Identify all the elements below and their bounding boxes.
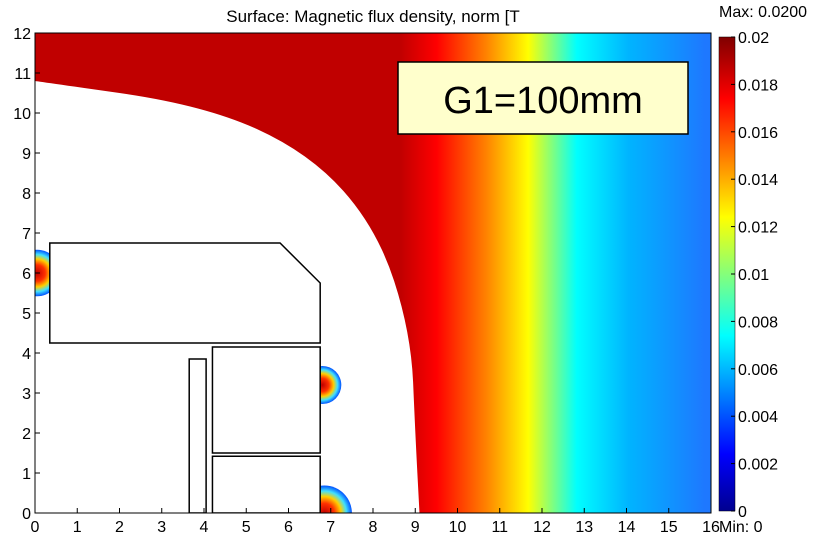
- x-tick-label: 7: [326, 519, 335, 536]
- colorbar-tick-label: 0.006: [738, 362, 778, 379]
- annotation-background: [397, 61, 689, 135]
- y-tick-label: 0: [22, 506, 31, 523]
- x-tick-label: 1: [73, 519, 82, 536]
- pole-piece-outline: [49, 242, 321, 344]
- colorbar-tick-label: 0: [738, 504, 747, 521]
- colorbar-tick-label: 0.016: [738, 125, 778, 142]
- colorbar-tick-label: 0.004: [738, 409, 778, 426]
- colorbar-max-label: Max: 0.0200: [719, 4, 807, 21]
- x-tick-label: 11: [491, 519, 508, 536]
- thin-bar-outline: [188, 358, 207, 513]
- x-tick-label: 2: [115, 519, 124, 536]
- colorbar-tick-label: 0.018: [738, 77, 778, 94]
- y-tick-label: 9: [22, 146, 31, 163]
- x-tick-label: 5: [242, 519, 251, 536]
- colorbar-tick-label: 0.008: [738, 314, 778, 331]
- colorbar-ticks: 0 0.002 0.004 0.006 0.008 0.01 0.012 0.014 0.016…: [731, 30, 778, 521]
- x-axis-ticks: 0 1 2 3 4 5 6 7 8 9 10 11 12 13 14 15 16: [31, 508, 720, 536]
- y-tick-label: 3: [22, 386, 31, 403]
- y-tick-label: 10: [13, 106, 31, 123]
- x-tick-label: 15: [660, 519, 678, 536]
- colorbar-tick-label: 0.012: [738, 220, 778, 237]
- annotation-box: G1=100mm: [397, 61, 689, 135]
- x-tick-label: 6: [284, 519, 293, 536]
- colorbar-tick-label: 0.02: [738, 30, 769, 47]
- y-tick-label: 5: [22, 306, 31, 323]
- x-tick-label: 4: [200, 519, 209, 536]
- upper-coil-outline: [211, 346, 321, 454]
- colorbar: 0 0.002 0.004 0.006 0.008 0.01 0.012 0.014 0.016…: [718, 4, 807, 536]
- colorbar-min-label: Min: 0: [719, 519, 763, 536]
- x-tick-label: 16: [702, 519, 720, 536]
- y-tick-label: 2: [22, 426, 31, 443]
- y-tick-label: 11: [14, 66, 31, 83]
- x-tick-label: 8: [369, 519, 378, 536]
- colorbar-tick-label: 0.01: [738, 267, 769, 284]
- geometry-outlines: [49, 242, 321, 513]
- y-tick-label: 12: [13, 26, 31, 43]
- colorbar-tick-label: 0.002: [738, 457, 778, 474]
- annotation-label: G1=100mm: [443, 80, 643, 122]
- x-tick-label: 13: [575, 519, 593, 536]
- x-tick-label: 3: [157, 519, 166, 536]
- y-tick-label: 6: [22, 266, 31, 283]
- x-tick-label: 9: [411, 519, 420, 536]
- x-tick-label: 12: [533, 519, 551, 536]
- x-tick-label: 14: [618, 519, 636, 536]
- colorbar-tick-label: 0.014: [738, 172, 778, 189]
- y-tick-label: 7: [22, 226, 31, 243]
- x-tick-label: 0: [31, 519, 40, 536]
- chart-title: Surface: Magnetic flux density, norm [T: [226, 7, 520, 26]
- x-tick-label: 10: [449, 519, 467, 536]
- lower-coil-outline: [211, 455, 321, 513]
- y-tick-label: 1: [22, 466, 31, 483]
- y-tick-label: 8: [22, 186, 31, 203]
- y-tick-label: 4: [22, 346, 31, 363]
